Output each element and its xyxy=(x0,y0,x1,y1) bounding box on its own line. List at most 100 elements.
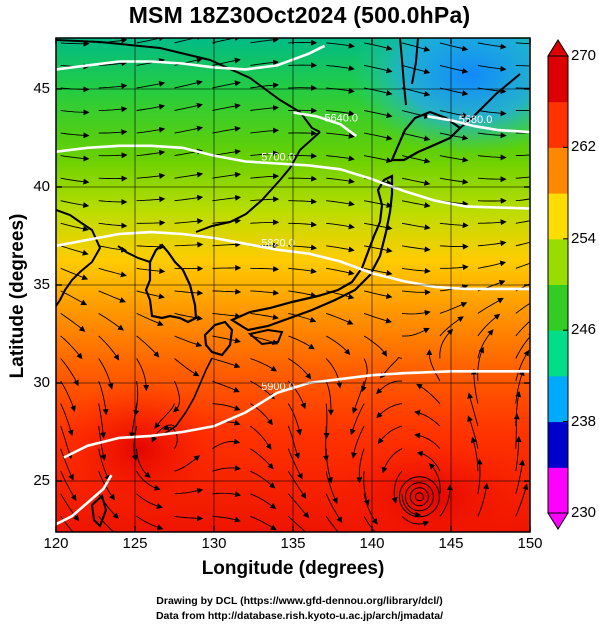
wind-arrow xyxy=(325,493,343,524)
wind-arrow xyxy=(356,448,365,484)
wind-arrow xyxy=(326,267,355,276)
wind-arrow xyxy=(401,132,431,142)
coastline-russia xyxy=(56,39,321,233)
wind-arrow xyxy=(151,424,175,443)
wind-arrow xyxy=(515,483,529,517)
wind-arrow xyxy=(136,290,165,300)
wind-arrow xyxy=(416,383,441,404)
wind-arrow xyxy=(322,426,329,462)
colorbar-tick-label: 230 xyxy=(571,504,597,521)
wind-arrow xyxy=(154,403,175,429)
wind-arrow xyxy=(98,199,128,205)
wind-arrow xyxy=(515,349,530,382)
y-tick-label: 25 xyxy=(33,472,50,490)
wind-arrow xyxy=(287,448,303,480)
wind-arrow xyxy=(428,463,441,494)
wind-arrow xyxy=(401,155,431,164)
wind-arrow xyxy=(136,515,164,531)
wind-arrow xyxy=(325,448,333,484)
wind-arrow xyxy=(60,245,89,256)
wind-arrow xyxy=(250,289,280,296)
wind-arrow xyxy=(174,515,204,522)
wind-arrow xyxy=(401,177,431,186)
credit-drawing: Drawing by DCL (https://www.gfd-dennou.o… xyxy=(156,595,443,607)
x-axis-label: Longitude (degrees) xyxy=(201,558,385,579)
wind-arrow xyxy=(515,320,530,337)
contour-label: 5640.0 xyxy=(324,112,358,124)
colorbar-max-arrow xyxy=(547,39,569,57)
wind-arrow xyxy=(401,42,431,52)
wind-arrow xyxy=(364,245,393,254)
wind-arrow xyxy=(174,102,203,111)
wind-arrow xyxy=(250,380,275,400)
wind-arrow xyxy=(250,470,276,489)
wind-arrow xyxy=(60,267,89,280)
wind-arrow xyxy=(98,335,120,361)
contour-line xyxy=(292,111,357,138)
wind-arrow xyxy=(174,487,204,495)
wind-arrow xyxy=(401,245,431,253)
wind-arrow xyxy=(325,358,343,389)
wind-arrow xyxy=(477,42,507,50)
low-circle xyxy=(398,476,440,518)
wind-arrow xyxy=(363,335,388,357)
wind-arrow xyxy=(477,240,507,247)
wind-arrow xyxy=(136,219,166,226)
colorbar-frame xyxy=(547,55,569,514)
wind-arrow xyxy=(364,200,393,209)
colorbar-segment xyxy=(548,147,568,194)
wind-arrow xyxy=(477,176,507,183)
wind-arrow xyxy=(363,312,392,324)
wind-arrow xyxy=(60,155,90,162)
wind-arrow xyxy=(136,470,161,491)
contour-label: 5900.0 xyxy=(261,381,295,393)
wind-arrow xyxy=(250,312,279,321)
wind-arrow xyxy=(173,380,180,413)
wind-arrow xyxy=(250,104,279,111)
wind-arrow xyxy=(98,313,124,331)
x-tick-label: 140 xyxy=(359,535,385,552)
wind-arrow xyxy=(439,328,454,359)
wind-arrow xyxy=(364,64,393,74)
wind-arrow xyxy=(287,380,307,410)
wind-arrow xyxy=(363,516,376,532)
wind-arrow xyxy=(60,493,80,522)
wind-arrow xyxy=(326,177,355,185)
wind-arrow xyxy=(363,290,393,300)
coastline-kuril xyxy=(459,73,521,129)
wind-arrow xyxy=(326,64,355,72)
wind-arrow xyxy=(212,491,242,498)
wind-arrow xyxy=(98,152,128,159)
wind-arrow xyxy=(136,103,166,111)
wind-arrow xyxy=(376,403,403,419)
coastline-hokkaido xyxy=(390,110,462,162)
wind-arrow xyxy=(60,471,77,501)
wind-arrow xyxy=(174,38,203,44)
wind-arrow xyxy=(476,458,483,494)
colorbar-tick-label: 262 xyxy=(571,138,597,156)
wind-arrow xyxy=(212,80,241,89)
wind-arrow xyxy=(364,42,393,51)
wind-arrow xyxy=(401,327,430,337)
wind-arrow xyxy=(212,515,241,523)
wind-arrow xyxy=(401,493,422,518)
wind-arrow xyxy=(326,155,355,162)
contour-line xyxy=(56,474,113,526)
coastline-korea xyxy=(144,243,198,324)
wind-arrow xyxy=(136,149,166,157)
wind-arrow xyxy=(351,425,365,459)
x-tick-label: 125 xyxy=(122,535,148,552)
wind-arrow xyxy=(326,132,355,139)
wind-arrow xyxy=(212,171,241,179)
wind-arrow xyxy=(136,493,163,509)
wind-arrow xyxy=(477,313,501,337)
coastline-sakhalin xyxy=(399,38,419,106)
wind-arrow xyxy=(376,380,402,395)
y-tick-label: 40 xyxy=(33,177,50,195)
wind-arrow xyxy=(515,369,525,404)
wind-arrow xyxy=(250,425,272,450)
colorbar-tick-label: 246 xyxy=(571,321,597,339)
wind-arrow xyxy=(250,173,280,180)
y-tick-label: 45 xyxy=(33,79,50,97)
low-circle xyxy=(414,492,424,502)
